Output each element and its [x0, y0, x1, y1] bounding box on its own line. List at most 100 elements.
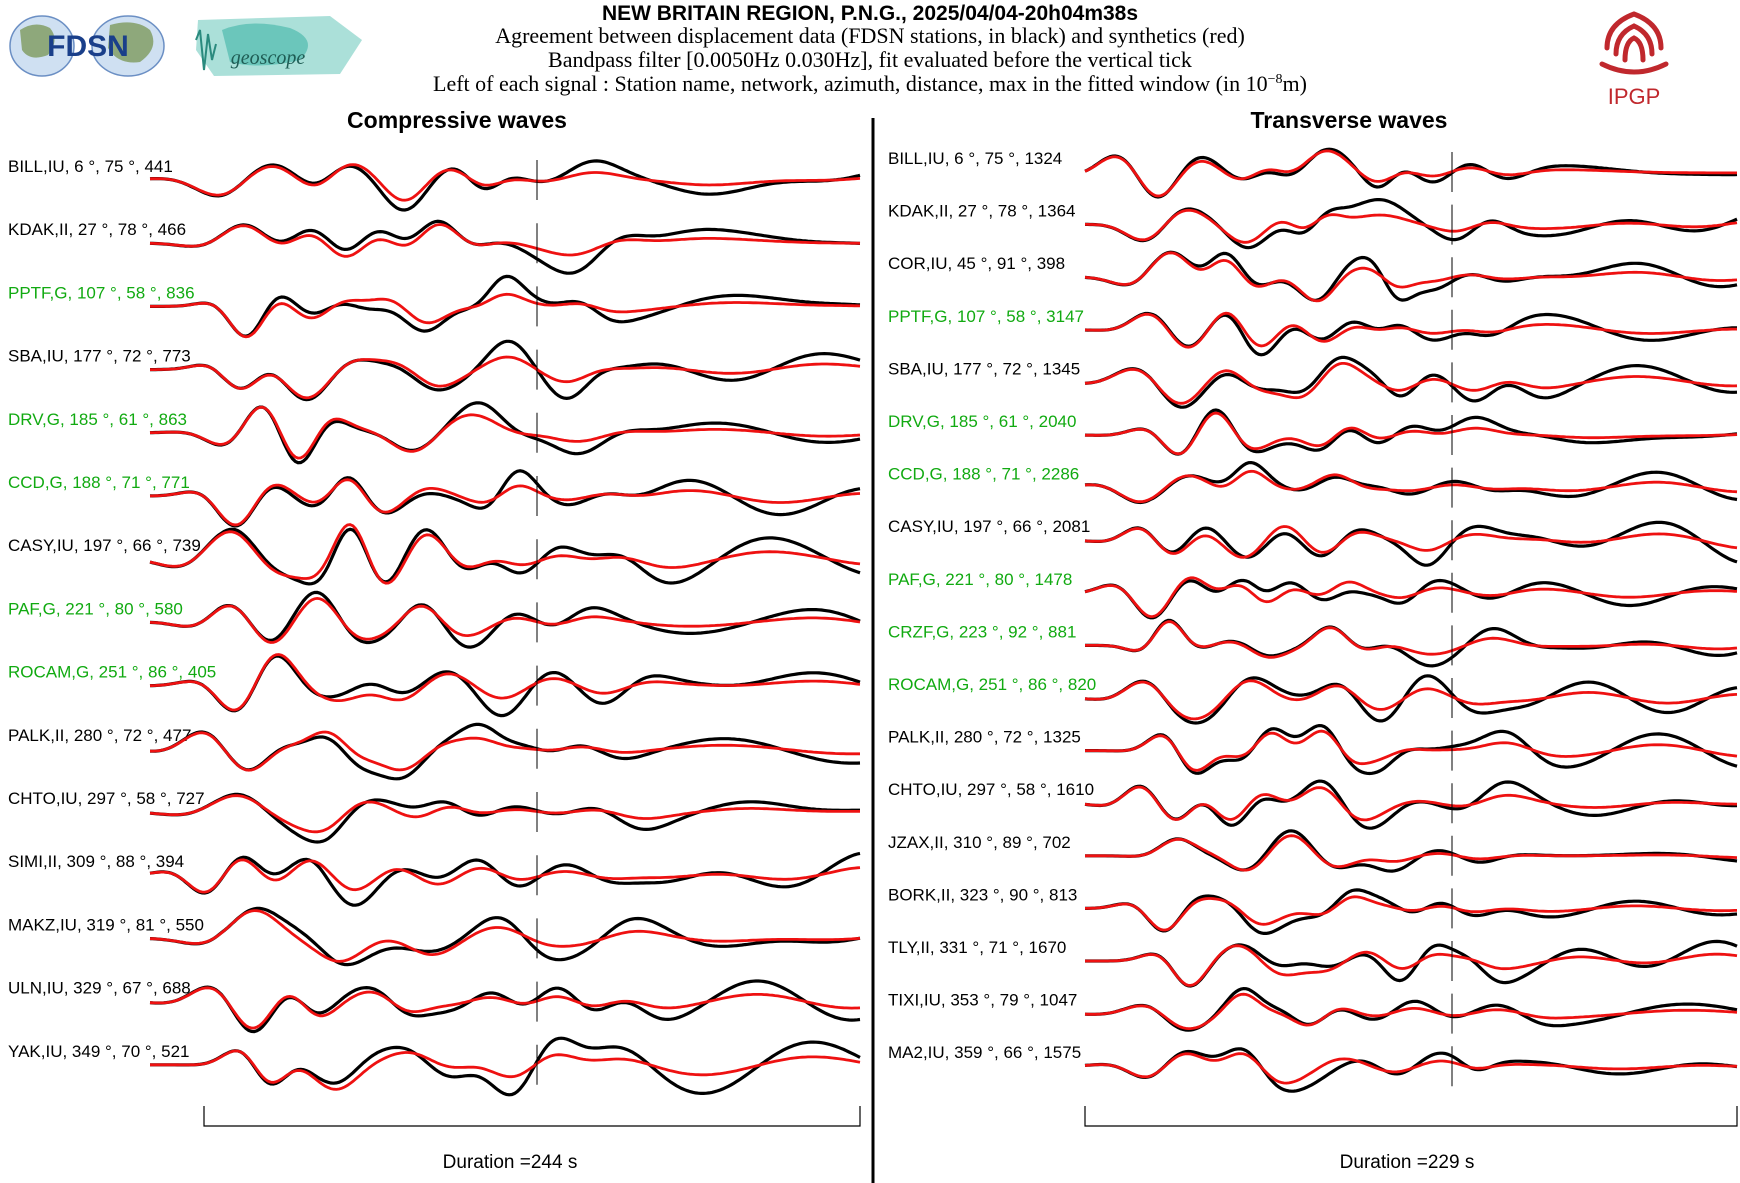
s-data-trace-jzax [1085, 829, 1738, 873]
s-station-label-ccd: CCD,G, 188 °, 71 °, 2286 [888, 465, 1079, 484]
fdsn-logo: FDSN [9, 15, 165, 77]
s-station-label-palk: PALK,II, 280 °, 72 °, 1325 [888, 728, 1081, 747]
figure-subtitle-2: Bandpass filter [0.0050Hz 0.030Hz], fit … [548, 47, 1192, 72]
s-station-label-tixi: TIXI,IU, 353 °, 79 °, 1047 [888, 991, 1077, 1010]
s-data-trace-sba [1084, 355, 1738, 409]
s-synthetic-trace-casy [1084, 525, 1738, 559]
p-trace-row-kdak: KDAK,II, 27 °, 78 °, 466 [8, 219, 861, 275]
s-trace-row-cor: COR,IU, 45 °, 91 °, 398 [888, 250, 1738, 303]
p-station-label-makz: MAKZ,IU, 319 °, 81 °, 550 [8, 915, 204, 934]
s-synthetic-trace-sba [1084, 362, 1738, 405]
p-synthetic-trace-pptf [150, 292, 861, 339]
s-trace-row-tly: TLY,II, 331 °, 71 °, 1670 [888, 938, 1738, 988]
p-station-label-paf: PAF,G, 221 °, 80 °, 580 [8, 599, 183, 618]
p-trace-row-pptf: PPTF,G, 107 °, 58 °, 836 [8, 274, 861, 339]
p-data-trace-ccd [150, 469, 861, 528]
p-station-label-uln: ULN,IU, 329 °, 67 °, 688 [8, 979, 191, 998]
p-station-label-bill: BILL,IU, 6 °, 75 °, 441 [8, 157, 173, 176]
p-trace-row-paf: PAF,G, 221 °, 80 °, 580 [8, 590, 861, 649]
p-synthetic-trace-bill [149, 163, 861, 202]
s-trace-row-tixi: TIXI,IU, 353 °, 79 °, 1047 [888, 986, 1738, 1034]
s-data-trace-cor [1084, 250, 1738, 302]
p-synthetic-trace-paf [149, 596, 861, 644]
s-trace-row-bork: BORK,II, 323 °, 90 °, 813 [888, 885, 1738, 935]
s-synthetic-trace-tly [1085, 944, 1738, 987]
s-station-label-cor: COR,IU, 45 °, 91 °, 398 [888, 254, 1065, 273]
s-synthetic-trace-crzf [1085, 620, 1738, 659]
s-station-label-ma2: MA2,IU, 359 °, 66 °, 1575 [888, 1043, 1081, 1062]
p-synthetic-trace-chto [149, 794, 860, 834]
p-station-label-chto: CHTO,IU, 297 °, 58 °, 727 [8, 789, 205, 808]
p-synthetic-trace-sba [150, 355, 861, 400]
s-trace-row-chto: CHTO,IU, 297 °, 58 °, 1610 [888, 779, 1737, 830]
s-trace-row-ccd: CCD,G, 188 °, 71 °, 2286 [888, 460, 1738, 508]
p-trace-row-chto: CHTO,IU, 297 °, 58 °, 727 [8, 789, 860, 844]
p-trace-row-sba: SBA,IU, 177 °, 72 °, 773 [8, 339, 861, 402]
s-synthetic-trace-ma2 [1084, 1052, 1738, 1085]
p-synthetic-trace-makz [149, 909, 861, 963]
p-data-trace-makz [149, 906, 861, 967]
p-station-label-ccd: CCD,G, 188 °, 71 °, 771 [8, 473, 190, 492]
p-data-trace-drv [149, 401, 861, 465]
p-data-trace-casy [149, 527, 861, 586]
s-synthetic-trace-cor [1084, 251, 1738, 303]
p-data-trace-uln [149, 979, 861, 1034]
p-station-label-drv: DRV,G, 185 °, 61 °, 863 [8, 410, 187, 429]
geoscope-logo: geoscope [195, 16, 362, 76]
s-trace-row-drv: DRV,G, 185 °, 61 °, 2040 [888, 408, 1738, 456]
s-trace-row-sba: SBA,IU, 177 °, 72 °, 1345 [888, 355, 1738, 409]
transverse-waves-panel: BILL,IU, 6 °, 75 °, 1324 KDAK,II, 27 °, 7… [888, 147, 1738, 1093]
p-synthetic-trace-kdak [149, 223, 861, 258]
s-synthetic-trace-tixi [1085, 992, 1738, 1030]
figure-title: NEW BRITAIN REGION, P.N.G., 2025/04/04-2… [602, 2, 1138, 25]
s-synthetic-trace-rocam [1084, 679, 1738, 721]
s-station-label-drv: DRV,G, 185 °, 61 °, 2040 [888, 412, 1076, 431]
subtitle-3-exponent: −8 [1268, 72, 1283, 87]
subtitle-3-prefix: Left of each signal : Station name, netw… [433, 71, 1268, 96]
p-synthetic-trace-simi [149, 858, 861, 894]
transverse-panel-title: Transverse waves [1251, 107, 1448, 133]
p-station-label-yak: YAK,IU, 349 °, 70 °, 521 [8, 1042, 190, 1061]
p-synthetic-trace-drv [149, 405, 861, 460]
s-station-label-rocam: ROCAM,G, 251 °, 86 °, 820 [888, 675, 1096, 694]
s-trace-row-crzf: CRZF,G, 223 °, 92 °, 881 [888, 618, 1738, 668]
p-station-label-sba: SBA,IU, 177 °, 72 °, 773 [8, 347, 191, 366]
s-station-label-sba: SBA,IU, 177 °, 72 °, 1345 [888, 359, 1080, 378]
compressive-panel-title: Compressive waves [347, 107, 567, 133]
p-station-label-pptf: PPTF,G, 107 °, 58 °, 836 [8, 283, 195, 302]
s-station-label-chto: CHTO,IU, 297 °, 58 °, 1610 [888, 780, 1094, 799]
s-synthetic-trace-drv [1084, 411, 1738, 456]
compressive-duration-label: Duration =244 s [443, 1152, 578, 1173]
p-synthetic-trace-yak [150, 1049, 861, 1091]
p-trace-row-yak: YAK,IU, 349 °, 70 °, 521 [8, 1036, 861, 1097]
s-station-label-tly: TLY,II, 331 °, 71 °, 1670 [888, 938, 1066, 957]
compressive-duration-bracket [203, 1106, 861, 1127]
p-data-trace-yak [150, 1036, 861, 1097]
s-station-label-crzf: CRZF,G, 223 °, 92 °, 881 [888, 622, 1076, 641]
p-trace-row-casy: CASY,IU, 197 °, 66 °, 739 [8, 523, 861, 586]
fdsn-logo-text: FDSN [47, 30, 129, 63]
ipgp-logo-text: IPGP [1608, 84, 1661, 109]
s-trace-row-ma2: MA2,IU, 359 °, 66 °, 1575 [888, 1043, 1738, 1093]
p-synthetic-trace-rocam [149, 653, 861, 712]
s-station-label-jzax: JZAX,II, 310 °, 89 °, 702 [888, 833, 1071, 852]
p-trace-row-bill: BILL,IU, 6 °, 75 °, 441 [8, 157, 861, 212]
p-trace-row-uln: ULN,IU, 329 °, 67 °, 688 [8, 979, 861, 1034]
p-synthetic-trace-casy [149, 523, 861, 585]
p-station-label-palk: PALK,II, 280 °, 72 °, 477 [8, 726, 191, 745]
s-station-label-bork: BORK,II, 323 °, 90 °, 813 [888, 885, 1077, 904]
s-synthetic-trace-paf [1084, 576, 1738, 619]
s-synthetic-trace-kdak [1085, 208, 1738, 244]
geoscope-logo-text: geoscope [231, 47, 306, 69]
p-data-trace-simi [149, 851, 861, 907]
s-data-trace-casy [1084, 520, 1738, 567]
s-station-label-paf: PAF,G, 221 °, 80 °, 1478 [888, 570, 1072, 589]
s-station-label-kdak: KDAK,II, 27 °, 78 °, 1364 [888, 202, 1075, 221]
p-data-trace-pptf [150, 274, 861, 338]
p-data-trace-bill [149, 159, 861, 212]
s-station-label-bill: BILL,IU, 6 °, 75 °, 1324 [888, 149, 1062, 168]
p-trace-row-ccd: CCD,G, 188 °, 71 °, 771 [8, 469, 861, 528]
p-trace-row-simi: SIMI,II, 309 °, 88 °, 394 [8, 851, 861, 907]
s-data-trace-paf [1084, 578, 1738, 620]
